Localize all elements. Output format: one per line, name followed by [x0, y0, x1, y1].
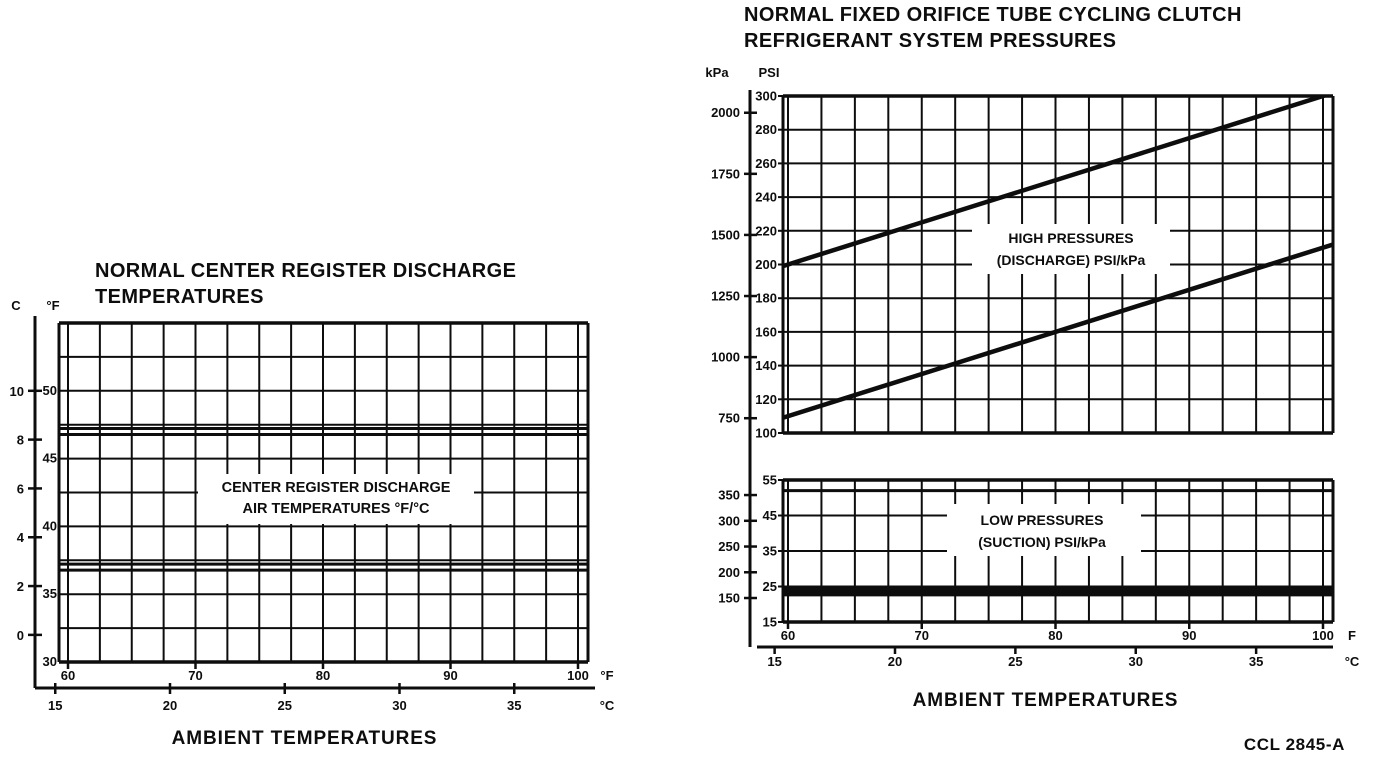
annotation-box — [198, 474, 474, 524]
tick-label: 80 — [1048, 628, 1062, 643]
tick-label: 35 — [507, 698, 521, 713]
tick-label: 15 — [48, 698, 62, 713]
tick-label: 2000 — [711, 105, 740, 120]
tick-label: 260 — [755, 156, 777, 171]
chart-low-pressures-suction: LOW PRESSURES (SUCTION) PSI/kPa 15 25 35 45 55… — [718, 473, 1360, 670]
tick-label: 45 — [763, 508, 777, 523]
axis-unit-label: °C — [1345, 654, 1360, 669]
high-pressure-lines — [783, 96, 1333, 420]
annotation-box — [972, 224, 1170, 274]
right-chart-title-line1: NORMAL FIXED ORIFICE TUBE CYCLING CLUTCH — [744, 4, 1242, 26]
left-chart-title-line2: TEMPERATURES — [95, 286, 264, 308]
left-chart-xlabel: AMBIENT TEMPERATURES — [171, 728, 438, 749]
tick-label: 200 — [718, 565, 740, 580]
tick-label: 1000 — [711, 350, 740, 365]
tick-label: 140 — [755, 358, 777, 373]
axis-unit-label: C — [11, 298, 21, 313]
chart-annotation: (DISCHARGE) PSI/kPa — [997, 252, 1146, 268]
tick-label: 30 — [43, 654, 57, 669]
chart-annotation: (SUCTION) PSI/kPa — [978, 534, 1106, 550]
tick-label: 55 — [763, 473, 777, 488]
tick-label: 300 — [718, 513, 740, 528]
tick-label: 50 — [43, 383, 57, 398]
right-chart-xlabel: AMBIENT TEMPERATURES — [912, 690, 1179, 711]
tick-label: 30 — [1129, 654, 1143, 669]
tick-label: 70 — [915, 628, 929, 643]
tick-label: 220 — [755, 223, 777, 238]
chart-annotation: CENTER REGISTER DISCHARGE — [222, 480, 451, 496]
chart-annotation: HIGH PRESSURES — [1008, 230, 1133, 246]
tick-label: 80 — [316, 668, 330, 683]
high-pressure-lower-limit — [783, 242, 1333, 420]
tick-label: 1750 — [711, 166, 740, 181]
tick-label: 90 — [1182, 628, 1196, 643]
tick-label: 25 — [1008, 654, 1022, 669]
tick-label: 70 — [188, 668, 202, 683]
tick-label: 1250 — [711, 289, 740, 304]
axis-unit-label: °F — [46, 298, 59, 313]
annotation-box — [947, 504, 1141, 556]
axis-unit-label: F — [1348, 628, 1356, 643]
chart-center-register-discharge-temperatures: CENTER REGISTER DISCHARGE AIR TEMPERATURE… — [10, 298, 615, 713]
chart-high-pressures-discharge: HIGH PRESSURES (DISCHARGE) PSI/kPa 100 120 1… — [705, 65, 1335, 647]
tick-label: 160 — [755, 324, 777, 339]
axis-unit-label: °C — [600, 698, 615, 713]
tick-label: 35 — [43, 586, 57, 601]
tick-label: 10 — [10, 384, 24, 399]
tick-label: 4 — [17, 530, 25, 545]
tick-label: 35 — [763, 544, 777, 559]
tick-label: 35 — [1249, 654, 1263, 669]
tick-label: 2 — [17, 579, 24, 594]
tick-label: 100 — [755, 426, 777, 441]
right-chart-title-line2: REFRIGERANT SYSTEM PRESSURES — [744, 30, 1117, 52]
tick-label: 15 — [767, 654, 781, 669]
tick-label: 60 — [781, 628, 795, 643]
tick-label: 30 — [392, 698, 406, 713]
axis-unit-label: °F — [600, 668, 613, 683]
tick-label: 280 — [755, 122, 777, 137]
tick-label: 200 — [755, 257, 777, 272]
tick-label: 8 — [17, 433, 24, 448]
tick-label: 20 — [163, 698, 177, 713]
tick-label: 250 — [718, 539, 740, 554]
chart-annotation: AIR TEMPERATURES °F/°C — [243, 501, 430, 517]
tick-label: 1500 — [711, 227, 740, 242]
tick-label: 25 — [763, 579, 777, 594]
axis-unit-label: kPa — [705, 65, 729, 80]
left-chart-title-line1: NORMAL CENTER REGISTER DISCHARGE — [95, 260, 517, 282]
tick-label: 25 — [278, 698, 292, 713]
tick-label: 45 — [43, 451, 57, 466]
tick-label: 150 — [718, 591, 740, 606]
tick-label: 300 — [755, 89, 777, 104]
tick-label: 120 — [755, 392, 777, 407]
tick-label: 0 — [17, 628, 24, 643]
tick-label: 60 — [61, 668, 75, 683]
tick-label: 20 — [888, 654, 902, 669]
tick-label: 100 — [1312, 628, 1334, 643]
tick-label: 15 — [763, 615, 777, 630]
left-chart-title: NORMAL CENTER REGISTER DISCHARGE TEMPERA… — [95, 258, 575, 310]
figure-code-label: CCL 2845-A — [1243, 735, 1345, 754]
high-pressure-upper-limit — [783, 96, 1331, 269]
chart-annotation: LOW PRESSURES — [981, 512, 1104, 528]
tick-label: 350 — [718, 488, 740, 503]
tick-label: 240 — [755, 190, 777, 205]
tick-label: 90 — [443, 668, 457, 683]
tick-label: 6 — [17, 481, 24, 496]
tick-label: 100 — [567, 668, 589, 683]
axis-unit-label: PSI — [759, 65, 780, 80]
tick-label: 180 — [755, 291, 777, 306]
tick-label: 40 — [43, 518, 57, 533]
tick-label: 750 — [718, 411, 740, 426]
right-chart-title: NORMAL FIXED ORIFICE TUBE CYCLING CLUTCH… — [744, 2, 1324, 54]
